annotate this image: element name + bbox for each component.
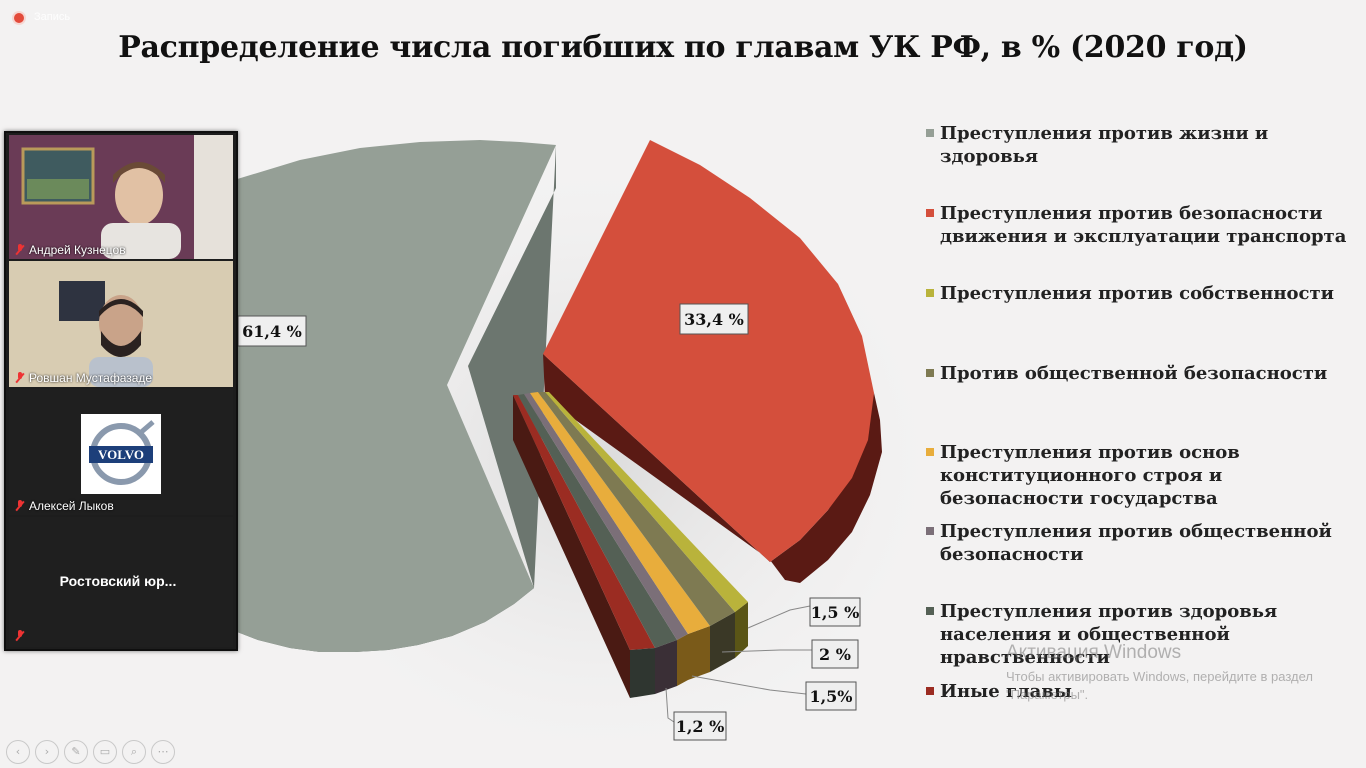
pie-slice <box>524 393 688 640</box>
pie-slice-side <box>710 612 735 672</box>
next-icon[interactable]: › <box>35 740 59 764</box>
legend-swatch <box>926 527 934 535</box>
pie-slice <box>232 140 556 652</box>
legend-swatch <box>926 687 934 695</box>
svg-text:1,5%: 1,5% <box>809 687 852 706</box>
legend-swatch <box>926 129 934 137</box>
participants-panel: Андрей Кузнецов Ровшан Мустафазаде Алекс… <box>4 131 238 651</box>
participant-video <box>9 135 233 259</box>
legend-label: Иные главы <box>940 681 1072 702</box>
participant-video-tile[interactable]: Ровшан Мустафазаде <box>9 261 233 387</box>
prev-icon[interactable]: ‹ <box>6 740 30 764</box>
legend-swatch <box>926 369 934 377</box>
presentation-controls: ‹ › ✎ ▭ ⌕ ⋯ <box>6 740 175 764</box>
legend-label: Преступления против жизни и здоровья <box>940 123 1269 167</box>
data-label: 1,5% <box>805 681 857 711</box>
participant-name: Андрей Кузнецов <box>15 243 126 257</box>
pie-slice-side <box>655 640 677 694</box>
svg-text:61,4 %: 61,4 % <box>242 322 302 341</box>
mic-muted-icon <box>15 630 25 641</box>
legend-label: Преступления против здоровья населения и… <box>940 601 1278 668</box>
windows-activation-watermark: Активация Windows Чтобы активировать Win… <box>1006 642 1313 702</box>
participant-name: Алексей Лыков <box>15 499 114 513</box>
leader-line <box>665 687 675 723</box>
leader-line <box>721 649 812 653</box>
legend-item: Преступления против жизни и здоровья <box>926 122 1356 168</box>
data-label: 61,4 % <box>237 315 307 347</box>
pie-slice <box>543 140 874 562</box>
pie-slice <box>545 392 748 612</box>
svg-text:33,4 %: 33,4 % <box>684 310 744 329</box>
pie-slice-side <box>735 602 748 658</box>
more-icon[interactable]: ⋯ <box>151 740 175 764</box>
legend-swatch <box>926 289 934 297</box>
svg-text:VOLVO: VOLVO <box>98 447 144 462</box>
legend-label: Против общественной безопасности <box>940 363 1328 384</box>
pie-slice-side <box>630 648 655 698</box>
pen-icon[interactable]: ✎ <box>64 740 88 764</box>
pie-slice <box>513 395 655 650</box>
legend-label: Преступления против основ конституционно… <box>940 442 1240 509</box>
participant-name-large: Ростовский юр... <box>59 573 177 589</box>
participant-video-tile[interactable]: Андрей Кузнецов <box>9 135 233 259</box>
svg-text:1,5 %: 1,5 % <box>811 603 860 622</box>
participant-avatar: VOLVO <box>81 414 161 494</box>
pie-slice <box>538 392 735 626</box>
legend-item: Против общественной безопасности <box>926 362 1327 385</box>
data-label: 1,5 % <box>809 597 861 627</box>
pie-slice-side <box>677 626 710 686</box>
top-bar: Запись <box>0 0 1366 34</box>
legend-label: Преступления против безопасности движени… <box>940 203 1347 247</box>
zoom-icon[interactable]: ⌕ <box>122 740 146 764</box>
record-indicator-icon <box>14 13 24 23</box>
svg-text:2 %: 2 % <box>819 645 851 664</box>
pie-slice-side <box>513 395 630 698</box>
pie-slice <box>530 392 710 634</box>
legend-swatch <box>926 209 934 217</box>
participant-tile[interactable] <box>9 517 233 647</box>
data-label: 1,2 % <box>673 711 727 741</box>
legend-swatch <box>926 607 934 615</box>
legend-swatch <box>926 448 934 456</box>
leader-line <box>691 675 807 695</box>
mic-muted-icon <box>15 500 25 511</box>
participant-name: Ровшан Мустафазаде <box>15 371 152 385</box>
legend-item: Преступления против собственности <box>926 282 1334 305</box>
legend-label: Преступления против общественной безопас… <box>940 521 1332 565</box>
mic-muted-indicator <box>15 629 29 643</box>
participant-video <box>9 261 233 387</box>
legend-item: Преступления против общественной безопас… <box>926 520 1356 566</box>
legend-item: Преступления против здоровья населения и… <box>926 600 1356 669</box>
recording-label: Запись <box>34 11 71 23</box>
legend-label: Преступления против собственности <box>940 283 1334 304</box>
pie-slice <box>518 394 677 648</box>
legend-item: Иные главы <box>926 680 1072 703</box>
legend-item: Преступления против безопасности движени… <box>926 202 1356 248</box>
screen-icon[interactable]: ▭ <box>93 740 117 764</box>
mic-muted-icon <box>15 244 25 255</box>
leader-line <box>747 605 811 629</box>
volvo-logo-icon: VOLVO <box>89 420 155 485</box>
svg-text:1,2 %: 1,2 % <box>676 717 725 736</box>
data-label: 33,4 % <box>679 303 749 335</box>
legend-item: Преступления против основ конституционно… <box>926 441 1356 510</box>
slide-title: Распределение числа погибших по главам У… <box>118 30 1248 65</box>
mic-muted-icon <box>15 372 25 383</box>
data-label: 2 % <box>811 639 859 669</box>
